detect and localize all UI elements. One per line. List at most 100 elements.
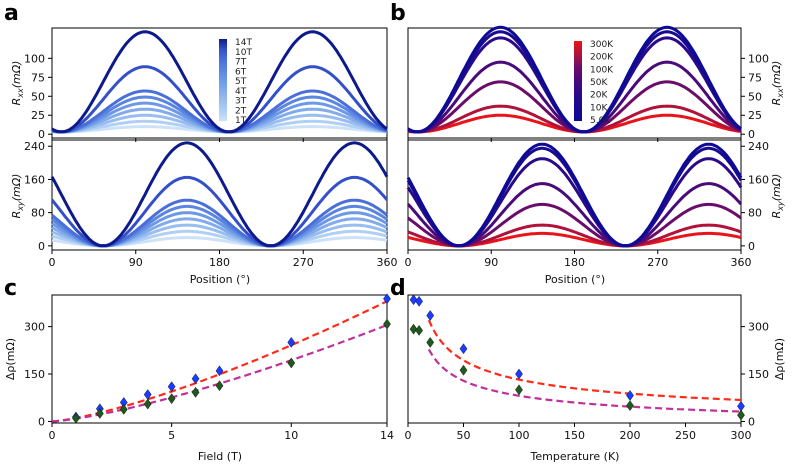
y-tick-label: 150 — [748, 368, 769, 381]
y-tick-label: 0 — [38, 240, 45, 253]
x-tick-label: 5 — [168, 429, 175, 442]
data-point — [426, 310, 435, 321]
y-tick-label: 240 — [24, 140, 45, 153]
data-point — [96, 408, 104, 419]
series-line-5.0K — [407, 25, 742, 134]
legend-label-1T: 1T — [235, 116, 247, 126]
data-point — [459, 364, 468, 376]
legend-label-2T: 2T — [235, 106, 247, 116]
panel-letter-b: b — [390, 1, 406, 26]
panel-b-xlabel: Position (°) — [545, 273, 605, 286]
y-axis-label: Rxy(mΩ) — [10, 174, 25, 219]
fit-line-magenta-dashed-fit — [427, 348, 742, 413]
legend-label-14T: 14T — [235, 38, 252, 48]
y-tick-label: 0 — [748, 240, 755, 253]
y-tick-label: 0 — [38, 128, 45, 141]
y-tick-label: 0 — [748, 415, 755, 428]
x-tick-label: 0 — [49, 429, 56, 442]
x-tick-label: 90 — [484, 256, 498, 269]
legend-label-10K: 10K — [590, 103, 608, 113]
y-tick-label: 25 — [748, 109, 762, 122]
legend-label-5.0K: 5.0K — [590, 116, 611, 126]
y-tick-label: 80 — [31, 207, 45, 220]
fit-line-red-dashed-fit — [51, 300, 388, 423]
plot-frame — [51, 294, 388, 424]
colorbar — [219, 39, 227, 121]
data-point — [383, 318, 391, 330]
x-tick-label: 300 — [731, 429, 752, 442]
series-line-300K — [407, 231, 742, 248]
x-tick-label: 50 — [457, 429, 471, 442]
y-axis-label: Rxy(mΩ) — [770, 174, 785, 219]
data-point — [459, 343, 468, 355]
panel-a-rxy-plot: 0 80 160 240 0 90 180 270 360 Rxy(mΩ) — [10, 139, 398, 269]
fit-line-magenta-dashed-fit — [51, 323, 388, 423]
legend-label-5T: 5T — [235, 77, 247, 87]
data-point — [426, 337, 435, 348]
y-tick-label: 0 — [748, 128, 755, 141]
data-point — [383, 293, 391, 305]
fit-line-red-dashed-fit — [427, 319, 742, 402]
plot-frame — [407, 294, 742, 424]
y-tick-label: 300 — [24, 321, 45, 334]
x-tick-label: 10 — [284, 429, 298, 442]
legend-label-100K: 100K — [590, 65, 614, 75]
y-tick-label: 160 — [748, 173, 769, 186]
panel-a-xlabel: Position (°) — [190, 273, 250, 286]
x-tick-label: 180 — [209, 256, 230, 269]
y-tick-label: 160 — [24, 173, 45, 186]
panel-letter-c: c — [4, 276, 17, 301]
y-axis-label: Δρ(mΩ) — [773, 338, 786, 380]
data-point — [191, 373, 200, 385]
y-tick-label: 75 — [748, 71, 762, 84]
data-point — [626, 390, 634, 401]
data-point — [72, 412, 80, 424]
data-point — [287, 337, 296, 348]
x-tick-label: 200 — [620, 429, 641, 442]
y-axis-label: Δρ(mΩ) — [4, 338, 17, 380]
legend-label-7T: 7T — [235, 58, 247, 68]
y-tick-label: 300 — [748, 321, 769, 334]
data-point — [737, 409, 745, 421]
x-tick-label: 270 — [293, 256, 314, 269]
data-point — [515, 384, 523, 396]
x-tick-label: 250 — [675, 429, 696, 442]
y-tick-label: 50 — [748, 90, 762, 103]
data-point — [215, 365, 224, 377]
panel-d-xlabel: Temperature (K) — [530, 450, 620, 463]
colorbar — [574, 41, 582, 121]
panel-letter-d: d — [390, 276, 406, 301]
data-point — [409, 323, 418, 335]
y-tick-label: 25 — [31, 109, 45, 122]
x-tick-label: 360 — [377, 256, 398, 269]
data-point — [415, 325, 423, 336]
y-axis-label: Rxx(mΩ) — [770, 61, 785, 106]
panel-c-xlabel: Field (T) — [198, 450, 242, 463]
data-point — [143, 398, 152, 410]
series-line-100K — [407, 202, 742, 248]
y-tick-label: 100 — [748, 52, 769, 65]
data-point — [191, 386, 200, 398]
x-tick-label: 150 — [564, 429, 585, 442]
x-tick-label: 0 — [49, 256, 56, 269]
panel-c-field-plot: 0 150 300 0 5 10 14 Δρ(mΩ) — [4, 293, 394, 442]
data-point — [167, 381, 176, 393]
y-tick-label: 100 — [24, 52, 45, 65]
y-tick-label: 240 — [748, 140, 769, 153]
data-point — [215, 380, 224, 392]
x-tick-label: 90 — [129, 256, 143, 269]
legend-label-50K: 50K — [590, 78, 608, 88]
y-tick-label: 80 — [748, 207, 762, 220]
series-line-14T — [51, 30, 388, 134]
panel-letter-a: a — [4, 1, 19, 26]
legend-label-3T: 3T — [235, 97, 247, 107]
data-point — [119, 404, 128, 415]
data-point — [409, 294, 418, 306]
data-point — [167, 393, 176, 405]
legend-label-6T: 6T — [235, 67, 247, 77]
y-axis-label: Rxx(mΩ) — [10, 61, 25, 106]
legend-label-10T: 10T — [235, 48, 252, 58]
y-tick-label: 0 — [38, 415, 45, 428]
